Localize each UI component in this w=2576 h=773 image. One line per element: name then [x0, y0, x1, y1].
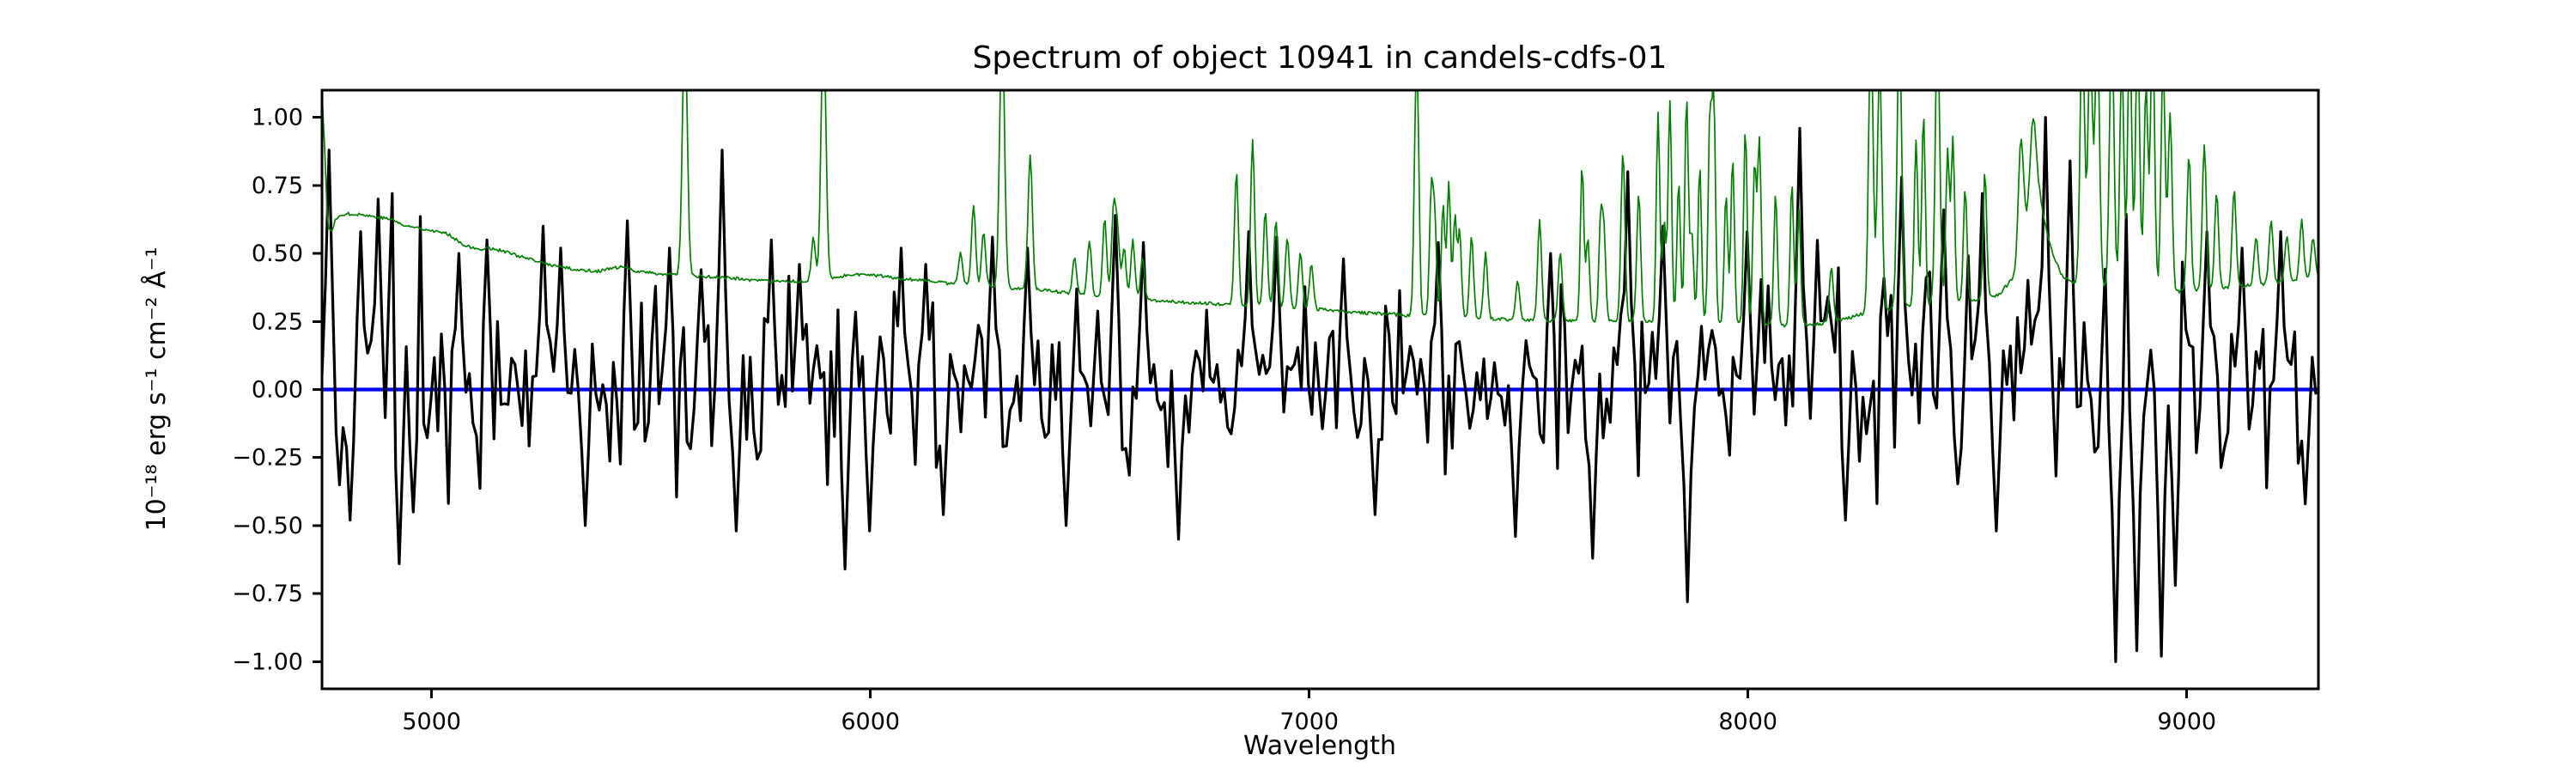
- noise-sky-spectrum-line: [322, 90, 2318, 328]
- x-tick-label: 9000: [2157, 709, 2216, 735]
- x-tick-label: 5000: [402, 709, 461, 735]
- y-tick-label: 0.75: [252, 173, 303, 199]
- data-series-layer: [322, 90, 2318, 663]
- y-tick-label: −0.75: [232, 581, 303, 607]
- y-axis-label: 10⁻¹⁸ erg s⁻¹ cm⁻² Å⁻¹: [141, 247, 172, 532]
- x-tick-label: 7000: [1279, 709, 1339, 735]
- axes-layer: 5000 6000 7000 8000 9000 1.00 0.75 0.50 0.25 0.00…: [232, 88, 2320, 735]
- x-axis-label: Wavelength: [1243, 731, 1396, 761]
- y-tick-label: 0.00: [252, 377, 303, 404]
- y-tick-label: 0.50: [252, 240, 303, 267]
- y-tick-label: 0.25: [252, 308, 303, 335]
- x-tick-label: 8000: [1718, 709, 1777, 735]
- y-tick-label: 1.00: [252, 105, 303, 131]
- y-tick-label: −0.25: [232, 445, 303, 472]
- y-tick-label: −1.00: [232, 648, 303, 675]
- y-tick-label: −0.50: [232, 513, 303, 539]
- x-tick-label: 6000: [841, 709, 900, 735]
- plot-title: Spectrum of object 10941 in candels-cdfs…: [973, 40, 1668, 76]
